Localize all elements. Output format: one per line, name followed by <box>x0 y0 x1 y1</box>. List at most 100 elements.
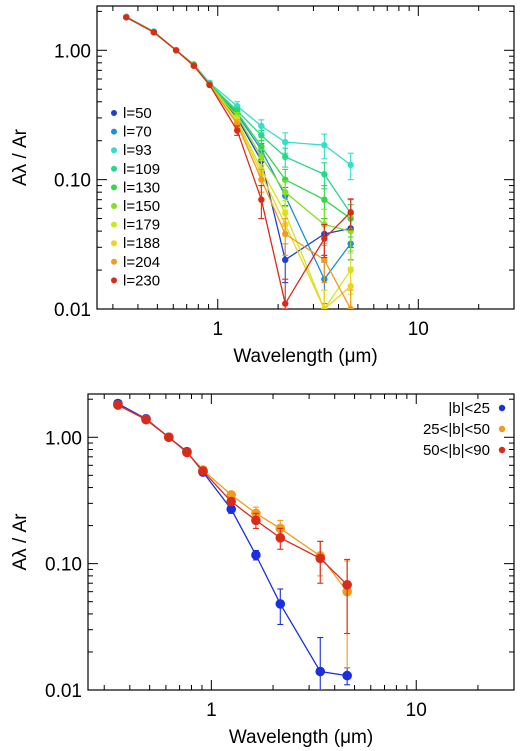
data-point <box>190 62 198 69</box>
legend-label: l=179 <box>123 217 160 234</box>
data-point <box>226 504 237 514</box>
legend-label: l=150 <box>123 198 160 215</box>
legend-label: l=109 <box>123 161 160 178</box>
series-line <box>126 16 352 166</box>
data-point <box>315 553 326 564</box>
data-point <box>282 138 289 146</box>
legend-label: l=230 <box>123 272 160 289</box>
legend-marker <box>111 240 117 247</box>
x-tick-label: 1 <box>206 700 217 721</box>
data-point <box>258 176 265 183</box>
legend-marker <box>111 277 117 284</box>
y-axis-label: Aλ / Ar <box>10 128 31 186</box>
data-point <box>150 28 158 36</box>
series-l=230 <box>123 14 354 309</box>
plot-frame <box>87 393 515 691</box>
legend-label: 25<|b|<50 <box>423 421 490 438</box>
bottom-panel: 1 10 0.01 0.10 1.00 Wavelength (μm) Aλ / Ar |b|… <box>10 393 515 748</box>
y-tick-label: 1.00 <box>54 41 91 62</box>
series-25<|b|<50 <box>113 400 352 669</box>
legend-label: l=204 <box>123 254 160 271</box>
data-point <box>251 515 261 526</box>
data-point <box>342 670 352 681</box>
plot-area <box>113 398 352 690</box>
data-point <box>258 122 265 130</box>
data-point <box>233 127 241 134</box>
x-tick-label: 10 <box>406 700 427 721</box>
series-50<|b|<90 <box>113 400 352 635</box>
legend-label: l=93 <box>123 142 152 159</box>
series-l=93 <box>123 13 354 181</box>
data-point <box>347 305 354 309</box>
data-point <box>342 580 352 590</box>
legend-label: l=130 <box>123 179 160 196</box>
y-tick-label: 0.01 <box>45 681 82 702</box>
top-panel: 1 10 0.01 0.10 1.00 Wavelength (μm) Aλ / Ar l=5… <box>10 5 515 367</box>
legend-marker <box>111 128 117 135</box>
legend-marker <box>111 165 117 172</box>
data-point <box>226 496 237 507</box>
legend-label: l=50 <box>123 105 152 122</box>
data-point <box>321 256 328 264</box>
data-point <box>226 490 237 500</box>
data-point <box>321 235 328 242</box>
legend-marker <box>111 221 117 228</box>
y-tick-label: 0.10 <box>54 171 91 192</box>
data-point <box>198 466 208 476</box>
y-tick-label: 1.00 <box>45 428 82 449</box>
data-point <box>282 300 289 307</box>
data-point <box>258 143 265 150</box>
data-point <box>315 666 326 677</box>
series-line <box>117 404 348 586</box>
data-point <box>258 132 265 139</box>
x-axis-label: Wavelength (μm) <box>229 727 373 748</box>
y-axis-label: Aλ / Ar <box>10 513 31 571</box>
series-line <box>117 402 348 677</box>
legend-marker <box>111 147 117 154</box>
legend-label: |b|<25 <box>448 400 490 417</box>
data-point <box>141 414 151 425</box>
data-point <box>282 256 289 264</box>
series-|b|<25 <box>113 398 352 690</box>
legend-marker <box>111 110 117 116</box>
legend-marker <box>111 258 117 265</box>
legend-marker <box>111 184 117 191</box>
y-tick-label: 0.01 <box>54 300 91 321</box>
y-tick-label: 0.10 <box>45 555 82 576</box>
data-point <box>282 153 289 161</box>
x-axis-label: Wavelength (μm) <box>233 346 377 367</box>
data-point <box>251 550 261 560</box>
data-point <box>123 14 130 21</box>
data-point <box>282 188 289 196</box>
plot-frame <box>96 5 515 310</box>
legend-label: 50<|b|<90 <box>423 442 490 459</box>
data-point <box>275 599 286 609</box>
data-point <box>206 81 213 89</box>
plot-area <box>123 13 354 309</box>
legend-label: l=70 <box>123 124 152 141</box>
data-point <box>282 230 289 238</box>
data-point <box>258 196 265 203</box>
data-point <box>321 196 328 203</box>
data-point <box>347 283 354 290</box>
data-point <box>258 153 265 161</box>
legend-marker <box>498 404 506 412</box>
x-tick-label: 1 <box>212 319 223 340</box>
x-tick-label: 10 <box>408 319 429 340</box>
data-point <box>275 533 286 543</box>
legend: |b|<25 25<|b|<50 50<|b|<90 <box>423 400 506 459</box>
data-point <box>321 171 328 178</box>
data-point <box>182 447 192 458</box>
data-point <box>321 141 328 149</box>
series-line <box>125 16 352 306</box>
data-point <box>164 432 174 443</box>
legend-marker <box>111 203 117 209</box>
legend-marker <box>498 446 506 454</box>
data-point <box>172 47 180 54</box>
legend-label: l=188 <box>123 235 160 252</box>
data-point <box>347 209 354 216</box>
legend-marker <box>498 425 506 433</box>
data-point <box>321 305 328 309</box>
